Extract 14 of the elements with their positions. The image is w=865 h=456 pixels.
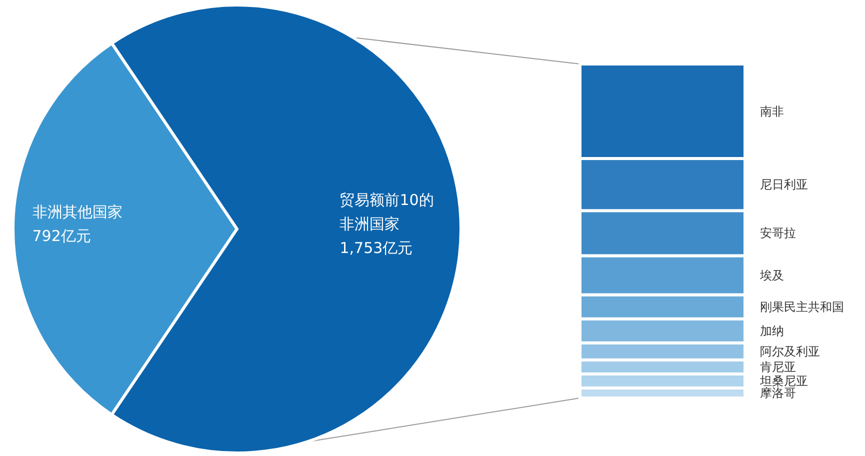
slice-label: 贸易额前10的非洲国家 [340,191,434,233]
series-label: 摩洛哥 [760,386,796,400]
series-label: 尼日利亚 [760,178,808,192]
slice-label: 非洲其他国家 [32,203,122,221]
data-label: 1,753亿元 [340,239,413,257]
series-label: 加纳 [760,324,784,338]
series-label: 阿尔及利亚 [760,344,820,358]
series-label: 南非 [760,104,784,118]
data-label: 792亿元 [32,227,91,245]
series-label: 安哥拉 [760,226,796,240]
series-label: 埃及 [759,268,784,282]
series-label: 肯尼亚 [760,360,796,374]
series-label: 刚果民主共和国 [760,300,844,314]
series-label: 坦桑尼亚 [759,374,808,388]
